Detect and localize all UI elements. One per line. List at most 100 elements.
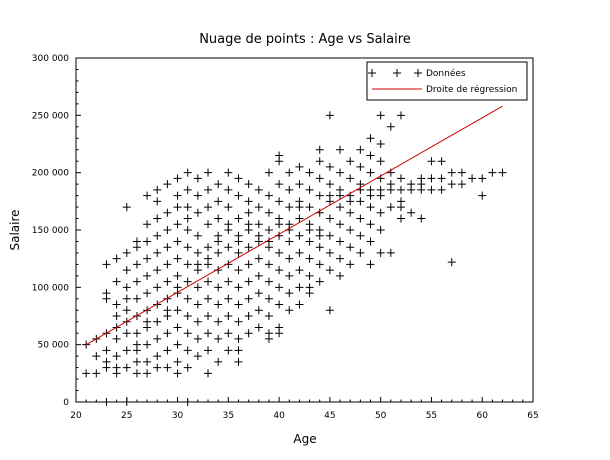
data-point	[244, 277, 253, 286]
y-tick-label: 0	[63, 398, 69, 408]
data-point	[153, 334, 162, 343]
data-point	[376, 111, 385, 120]
data-point	[457, 180, 466, 189]
data-point	[254, 203, 263, 212]
data-point	[275, 248, 284, 257]
data-point	[376, 157, 385, 166]
data-point	[153, 185, 162, 194]
data-point	[224, 346, 233, 355]
data-point	[183, 243, 192, 252]
data-point	[285, 203, 294, 212]
data-point	[183, 346, 192, 355]
y-tick-label: 200 000	[32, 169, 69, 179]
data-point	[396, 174, 405, 183]
data-point	[315, 174, 324, 183]
data-point	[285, 289, 294, 298]
data-point	[447, 258, 456, 267]
data-point	[183, 214, 192, 223]
data-point	[396, 214, 405, 223]
data-point	[143, 237, 152, 246]
data-point	[315, 277, 324, 286]
x-tick-label: 45	[324, 411, 335, 421]
data-point	[153, 300, 162, 309]
data-point	[204, 369, 213, 378]
x-tick-label: 20	[70, 411, 82, 421]
data-point	[102, 357, 111, 366]
data-point	[143, 289, 152, 298]
data-point	[386, 122, 395, 131]
data-point	[346, 197, 355, 206]
data-point	[244, 329, 253, 338]
data-point	[163, 346, 172, 355]
data-point	[183, 168, 192, 177]
x-axis: 20 25 30 35 40 45 50 55 60 65	[70, 397, 539, 421]
data-point	[153, 266, 162, 275]
data-point	[305, 254, 314, 263]
data-point	[285, 168, 294, 177]
data-point	[315, 145, 324, 154]
data-point	[143, 271, 152, 280]
data-point	[163, 180, 172, 189]
data-point	[183, 277, 192, 286]
data-point	[336, 145, 345, 154]
data-point	[488, 168, 497, 177]
data-point	[325, 111, 334, 120]
data-point	[122, 248, 131, 257]
data-point	[315, 231, 324, 240]
data-point	[295, 231, 304, 240]
legend: Données Droite de régression	[366, 61, 528, 101]
data-point	[244, 294, 253, 303]
data-point	[204, 312, 213, 320]
data-point	[102, 398, 111, 406]
regression-line	[85, 105, 503, 346]
data-point	[254, 306, 263, 315]
data-point	[234, 266, 243, 275]
data-point	[366, 191, 375, 200]
data-point	[275, 323, 284, 332]
data-point	[417, 180, 426, 189]
data-point	[224, 294, 233, 303]
data-point	[336, 237, 345, 246]
data-point	[224, 312, 233, 320]
data-point	[143, 317, 152, 326]
legend-marker-plus	[368, 69, 376, 77]
data-point	[173, 271, 182, 280]
data-point	[356, 248, 365, 257]
data-point	[132, 277, 141, 286]
data-point	[193, 260, 202, 269]
data-point	[254, 231, 263, 240]
data-point	[478, 191, 487, 200]
data-point	[214, 283, 223, 292]
legend-label-regression: Droite de régression	[426, 84, 517, 95]
data-point	[112, 312, 121, 320]
data-point	[275, 266, 284, 275]
data-point	[264, 208, 273, 217]
data-point	[264, 260, 273, 269]
data-point	[417, 214, 426, 223]
data-point	[173, 191, 182, 200]
data-point	[92, 369, 101, 378]
data-point	[478, 174, 487, 183]
data-point	[153, 214, 162, 223]
data-point	[224, 203, 233, 212]
data-point	[214, 300, 223, 309]
data-point	[295, 214, 304, 223]
x-tick-label: 25	[121, 411, 132, 421]
data-point	[346, 260, 355, 269]
data-point	[204, 168, 213, 177]
data-point	[112, 352, 121, 361]
data-point	[122, 266, 131, 275]
legend-box	[366, 61, 528, 101]
data-point	[376, 208, 385, 217]
data-point	[234, 334, 243, 343]
data-point	[214, 237, 223, 246]
data-point	[468, 174, 477, 183]
data-point	[407, 208, 416, 217]
data-point	[346, 243, 355, 252]
data-point	[275, 180, 284, 189]
y-tick-label: 300 000	[32, 54, 69, 64]
data-point	[183, 185, 192, 194]
data-point	[264, 312, 273, 320]
data-point	[498, 168, 507, 177]
